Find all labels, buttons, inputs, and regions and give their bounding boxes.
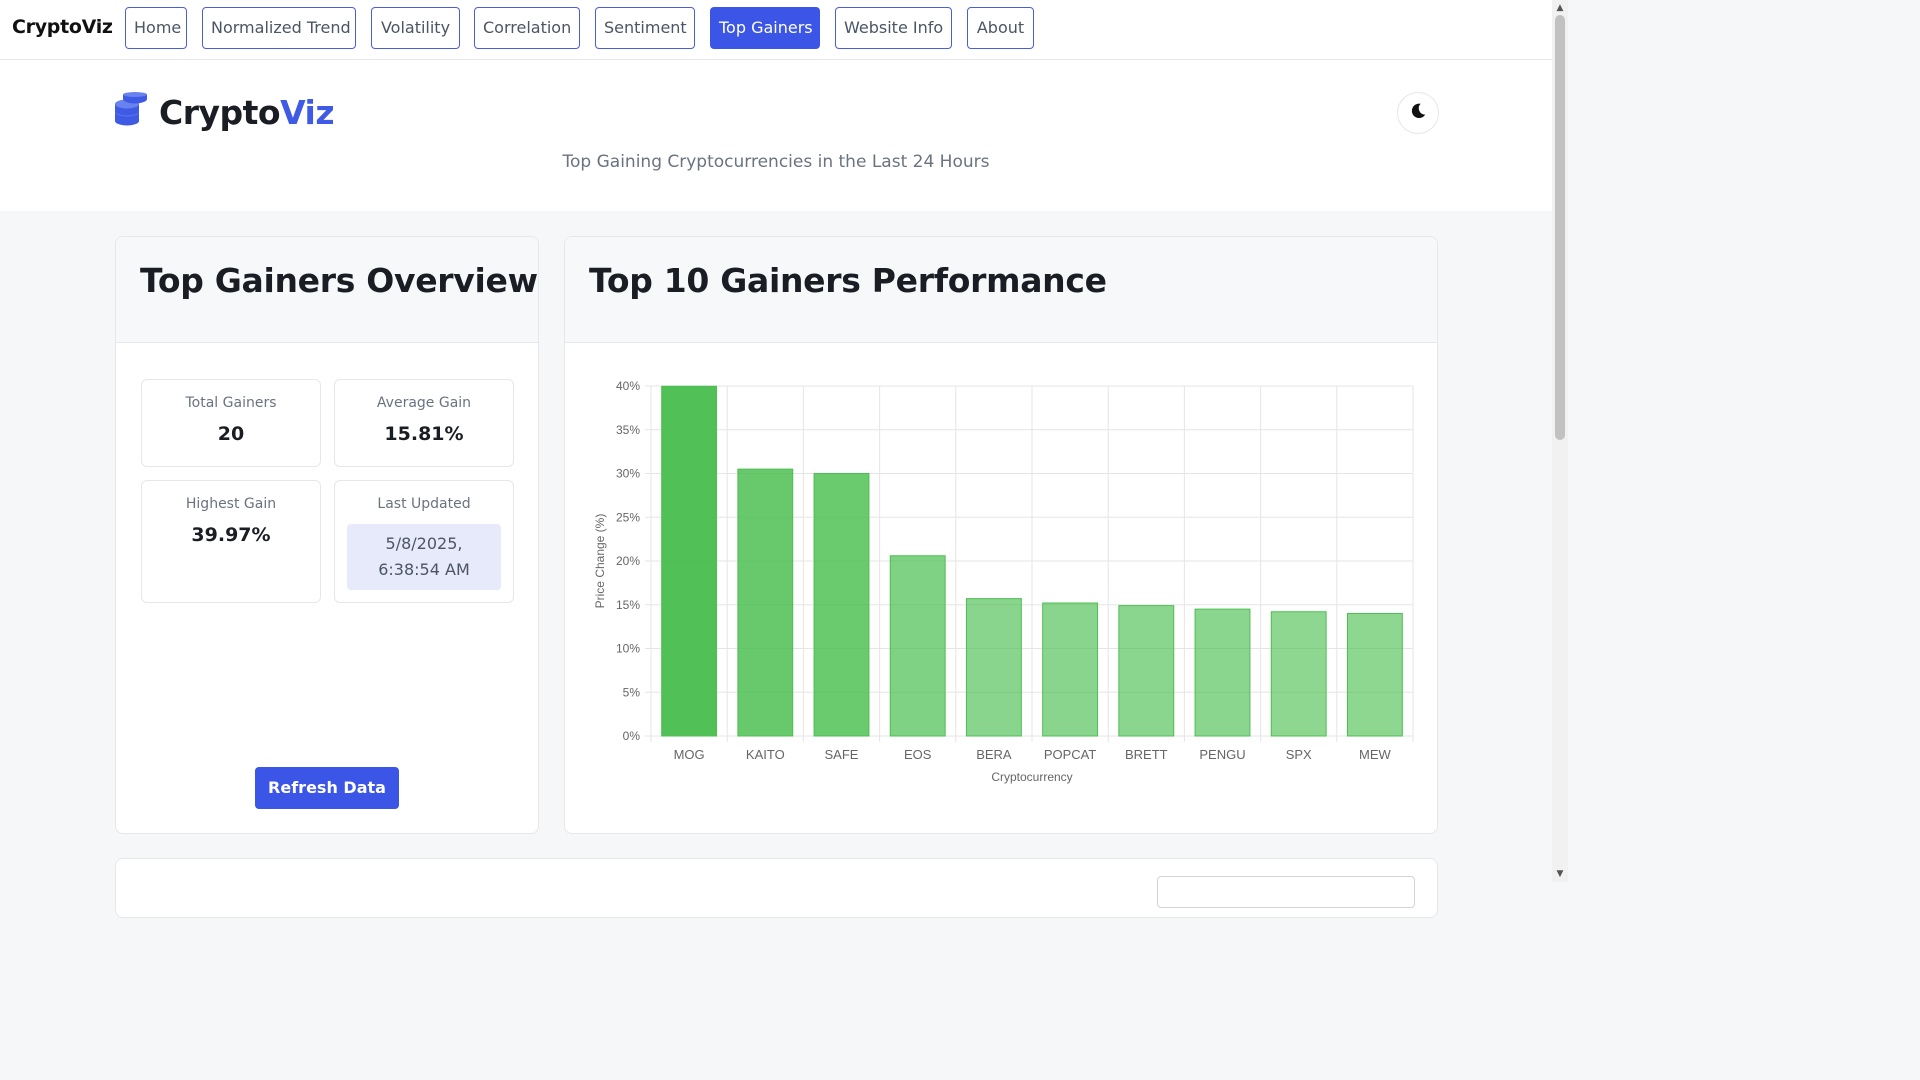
x-tick-label: EOS (904, 747, 932, 762)
stat-highest-gain: Highest Gain 39.97% (141, 480, 321, 603)
bar-pengu (1194, 608, 1251, 737)
x-tick-label: PENGU (1199, 747, 1245, 762)
y-tick-label: 0% (623, 729, 641, 743)
nav-about[interactable]: About (967, 7, 1034, 49)
y-tick-label: 25% (616, 510, 640, 524)
nav-volatility[interactable]: Volatility (371, 7, 460, 49)
overview-card-header: Top Gainers Overview (116, 237, 538, 343)
stat-label: Average Gain (376, 395, 472, 411)
bar-popcat (1042, 602, 1099, 737)
x-axis-title: Cryptocurrency (991, 770, 1072, 784)
stat-value: 39.97% (191, 524, 271, 546)
dark-mode-toggle[interactable] (1397, 92, 1439, 134)
performance-title: Top 10 Gainers Performance (589, 261, 1107, 300)
y-tick-label: 15% (616, 598, 640, 612)
nav-correlation[interactable]: Correlation (474, 7, 580, 49)
bar-spx (1270, 611, 1327, 737)
stat-value: 15.81% (384, 423, 464, 445)
stat-value: 20 (217, 423, 245, 445)
gainers-table-card (115, 858, 1438, 918)
nav-top-gainers[interactable]: Top Gainers (710, 7, 820, 49)
scroll-down-icon[interactable]: ▼ (1556, 869, 1564, 879)
y-tick-label: 10% (616, 642, 640, 656)
x-tick-label: KAITO (746, 747, 785, 762)
stat-label: Total Gainers (185, 395, 277, 411)
stat-average-gain: Average Gain 15.81% (334, 379, 514, 467)
site-logo[interactable]: CryptoViz (113, 92, 335, 132)
scroll-up-icon[interactable]: ▲ (1556, 3, 1564, 13)
x-tick-label: BRETT (1125, 747, 1168, 762)
last-updated-date: 5/8/2025, (385, 534, 463, 553)
nav-home[interactable]: Home (125, 7, 187, 49)
bar-bera (965, 598, 1022, 737)
bar-safe (813, 473, 870, 737)
last-updated-time: 6:38:54 AM (378, 560, 470, 579)
overview-title: Top Gainers Overview (140, 261, 538, 300)
page-scrollbar[interactable]: ▲ ▼ (1552, 0, 1568, 882)
logo-text-main: Crypto (159, 92, 281, 132)
gainers-bar-chart: 0% 5% 10% 15% 20% 25% 30% 35% 40% MOG KAITO SAFE EOS… (593, 379, 1414, 784)
x-tick-label: SAFE (825, 747, 859, 762)
y-tick-label: 20% (616, 554, 640, 568)
y-tick-label: 40% (616, 379, 640, 393)
coins-icon (113, 92, 149, 132)
x-tick-label: SPX (1286, 747, 1312, 762)
page-subtitle: Top Gaining Cryptocurrencies in the Last… (562, 152, 990, 172)
page-header: CryptoViz Top Gaining Cryptocurrencies i… (0, 60, 1552, 211)
bar-mew (1346, 613, 1403, 737)
bar-mog (661, 385, 718, 737)
refresh-data-button[interactable]: Refresh Data (255, 767, 399, 809)
navbar-brand[interactable]: CryptoViz (12, 16, 113, 38)
nav-sentiment[interactable]: Sentiment (595, 7, 695, 49)
x-tick-label: BERA (976, 747, 1012, 762)
stat-label: Last Updated (377, 496, 471, 512)
scrollbar-thumb[interactable] (1555, 15, 1565, 440)
table-search-input[interactable] (1157, 876, 1415, 908)
x-tick-label: MEW (1359, 747, 1392, 762)
bar-kaito (737, 468, 794, 737)
top-navbar: CryptoViz Home Normalized Trend Volatili… (0, 0, 1552, 60)
logo-text-accent: Viz (280, 92, 335, 132)
stat-total-gainers: Total Gainers 20 (141, 379, 321, 467)
performance-card: Top 10 Gainers Performance 0% 5% 10% 15% 20%… (564, 236, 1438, 834)
y-tick-label: 30% (616, 467, 640, 481)
x-tick-label: MOG (674, 747, 705, 762)
y-tick-label: 5% (623, 685, 641, 699)
y-axis-title: Price Change (%) (593, 514, 607, 609)
logo-text: CryptoViz (159, 92, 335, 132)
moon-icon (1409, 102, 1427, 124)
stat-last-updated: Last Updated 5/8/2025, 6:38:54 AM (334, 480, 514, 603)
x-tick-label: POPCAT (1044, 747, 1097, 762)
nav-normalized-trend[interactable]: Normalized Trend (202, 7, 356, 49)
stat-label: Highest Gain (185, 496, 277, 512)
bar-brett (1118, 605, 1175, 737)
last-updated-timestamp: 5/8/2025, 6:38:54 AM (347, 524, 501, 590)
nav-website-info[interactable]: Website Info (835, 7, 952, 49)
bar-eos (889, 555, 946, 737)
overview-card: Top Gainers Overview Total Gainers 20 Av… (115, 236, 539, 834)
y-tick-label: 35% (616, 423, 640, 437)
performance-card-header: Top 10 Gainers Performance (565, 237, 1437, 343)
